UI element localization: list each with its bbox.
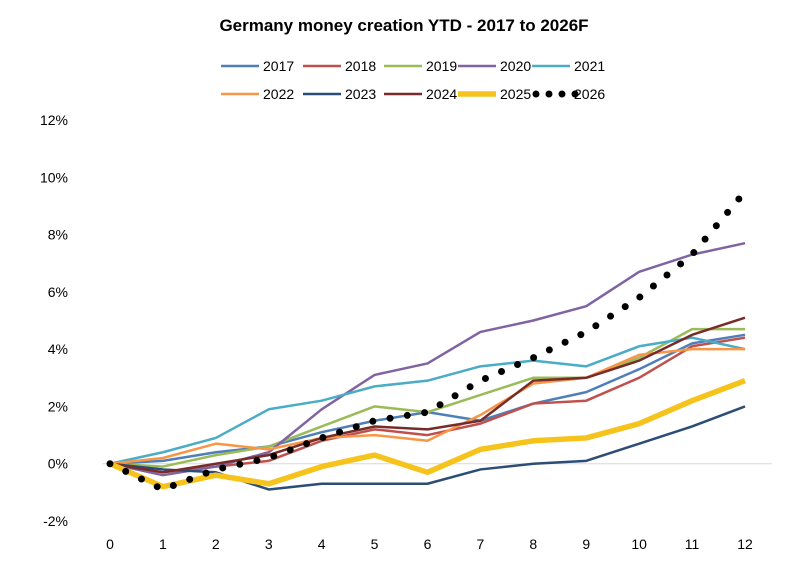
x-tick-label: 5 — [371, 536, 379, 552]
series-2023 — [109, 405, 746, 491]
legend-label: 2021 — [574, 58, 605, 74]
legend-item-2021: 2021 — [532, 58, 605, 74]
legend-item-2025: 2025 — [458, 86, 531, 102]
x-tick-label: 6 — [424, 536, 432, 552]
x-tick-label: 4 — [318, 536, 326, 552]
series-line-2024 — [109, 316, 746, 474]
legend-item-2024: 2024 — [384, 86, 457, 102]
series-line-2026 — [106, 188, 749, 494]
legend-item-2018: 2018 — [303, 58, 376, 74]
series-2021 — [109, 336, 746, 465]
y-axis: -2% 0% 2% 4% 6% 8% 10% 12% — [40, 112, 68, 529]
legend: 2017 2018 2019 2020 2021 2022 2023 2024 2025 2026 — [221, 58, 605, 102]
series-line-2025 — [108, 378, 746, 490]
x-tick-label: 0 — [106, 536, 114, 552]
series-line-2022 — [109, 347, 745, 465]
legend-item-2017: 2017 — [221, 58, 294, 74]
legend-label: 2026 — [574, 86, 605, 102]
x-tick-label: 1 — [159, 536, 167, 552]
x-tick-label: 10 — [631, 536, 647, 552]
y-tick-label: 10% — [40, 169, 68, 185]
legend-label: 2025 — [500, 86, 531, 102]
y-tick-label: 4% — [48, 341, 68, 357]
legend-item-2026: 2026 — [532, 86, 605, 102]
legend-item-2023: 2023 — [303, 86, 376, 102]
y-tick-label: -2% — [43, 513, 68, 529]
legend-label: 2022 — [263, 86, 294, 102]
y-tick-label: 0% — [48, 456, 68, 472]
series-layer — [106, 188, 749, 494]
y-tick-label: 6% — [48, 284, 68, 300]
legend-label: 2024 — [426, 86, 457, 102]
x-tick-label: 2 — [212, 536, 220, 552]
y-tick-label: 8% — [48, 227, 68, 243]
y-tick-label: 12% — [40, 112, 68, 128]
x-tick-label: 11 — [685, 536, 700, 552]
legend-label: 2020 — [500, 58, 531, 74]
legend-label: 2019 — [426, 58, 457, 74]
series-line-2021 — [109, 336, 746, 465]
legend-item-2022: 2022 — [221, 86, 294, 102]
series-line-2018 — [109, 336, 746, 474]
x-tick-label: 7 — [477, 536, 485, 552]
legend-item-2020: 2020 — [458, 58, 531, 74]
series-2020 — [109, 241, 746, 477]
series-line-2020 — [109, 241, 746, 477]
series-2022 — [109, 347, 745, 465]
x-axis: 0 1 2 3 4 5 6 7 8 9 10 11 12 — [106, 536, 753, 552]
chart-title: Germany money creation YTD - 2017 to 202… — [219, 16, 588, 35]
series-2026 — [106, 188, 749, 494]
legend-item-2019: 2019 — [384, 58, 457, 74]
series-2018 — [109, 336, 746, 474]
legend-label: 2017 — [263, 58, 294, 74]
legend-label: 2023 — [345, 86, 376, 102]
y-tick-label: 2% — [48, 398, 68, 414]
x-tick-label: 12 — [737, 536, 753, 552]
x-tick-label: 9 — [582, 536, 590, 552]
x-tick-label: 8 — [529, 536, 537, 552]
series-2024 — [109, 316, 746, 474]
x-tick-label: 3 — [265, 536, 273, 552]
series-line-2023 — [109, 405, 746, 491]
legend-label: 2018 — [345, 58, 376, 74]
series-2025 — [108, 378, 746, 490]
